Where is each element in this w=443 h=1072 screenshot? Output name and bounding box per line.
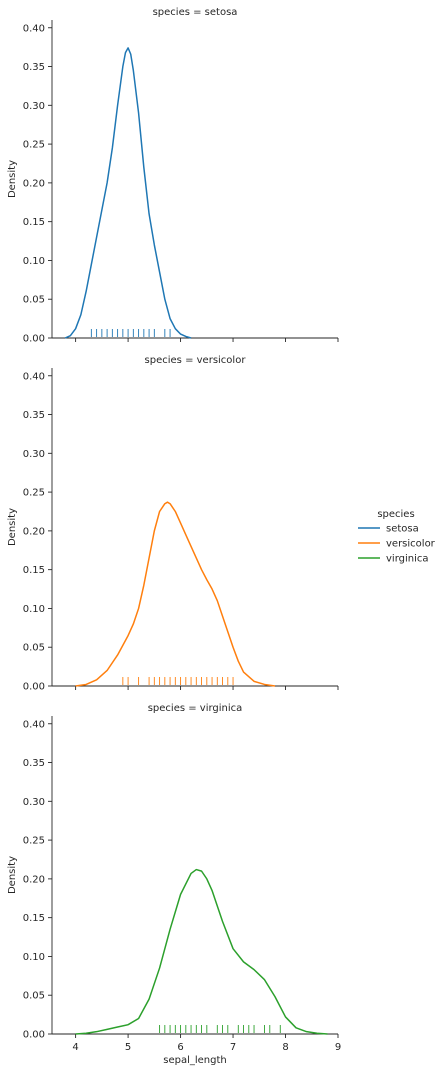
legend-item-setosa: setosa bbox=[358, 524, 419, 535]
y-tick-label: 0.40 bbox=[23, 23, 45, 34]
legend-label: versicolor bbox=[386, 539, 436, 550]
facet-panel-setosa: species = setosa 0.00 0.05 0.10 0.15 0.20 0.25… bbox=[7, 7, 338, 345]
y-tick-label: 0.20 bbox=[23, 178, 45, 189]
y-tick-label: 0.40 bbox=[23, 371, 45, 382]
y-tick-label: 0.25 bbox=[23, 488, 45, 499]
legend-label: setosa bbox=[386, 524, 419, 535]
facet-title: species = versicolor bbox=[145, 355, 247, 366]
x-tick-label: 4 bbox=[72, 1042, 78, 1053]
y-tick-label: 0.00 bbox=[23, 1030, 45, 1041]
y-tick-label: 0.15 bbox=[23, 217, 45, 228]
legend-item-versicolor: versicolor bbox=[358, 539, 436, 550]
y-tick-label: 0.30 bbox=[23, 101, 45, 112]
y-axis-label: Density bbox=[7, 160, 18, 198]
y-tick-label: 0.25 bbox=[23, 140, 45, 151]
legend-label: virginica bbox=[386, 554, 429, 565]
x-tick-label: 9 bbox=[335, 1042, 341, 1053]
x-tick-label: 5 bbox=[125, 1042, 131, 1053]
kde-line-versicolor bbox=[76, 502, 275, 686]
y-tick-label: 0.00 bbox=[23, 682, 45, 693]
y-tick-label: 0.20 bbox=[23, 874, 45, 885]
facet-title: species = setosa bbox=[153, 7, 238, 18]
legend-item-virginica: virginica bbox=[358, 554, 429, 565]
facet-panel-versicolor: species = versicolor 0.00 0.05 0.10 0.15 0.20… bbox=[7, 355, 338, 693]
y-tick-label: 0.15 bbox=[23, 913, 45, 924]
y-tick-label: 0.35 bbox=[23, 62, 45, 73]
x-tick-label: 6 bbox=[177, 1042, 183, 1053]
y-tick-label: 0.10 bbox=[23, 604, 45, 615]
y-tick-label: 0.20 bbox=[23, 526, 45, 537]
facet-panels: species = setosa 0.00 0.05 0.10 0.15 0.20 0.25… bbox=[7, 7, 341, 1053]
y-tick-label: 0.05 bbox=[23, 991, 45, 1002]
x-tick-label: 7 bbox=[230, 1042, 236, 1053]
y-tick-label: 0.40 bbox=[23, 719, 45, 730]
x-tick-label: 8 bbox=[282, 1042, 288, 1053]
facet-panel-virginica: species = virginica 0.00 0.05 0.10 0.15 0.20 0… bbox=[7, 703, 341, 1053]
y-tick-label: 0.00 bbox=[23, 334, 45, 345]
facet-title: species = virginica bbox=[148, 703, 243, 714]
y-tick-label: 0.15 bbox=[23, 565, 45, 576]
x-axis-label: sepal_length bbox=[163, 1055, 227, 1066]
y-tick-label: 0.35 bbox=[23, 410, 45, 421]
y-axis-label: Density bbox=[7, 856, 18, 894]
y-tick-label: 0.10 bbox=[23, 952, 45, 963]
y-tick-label: 0.10 bbox=[23, 256, 45, 267]
legend: species setosa versicolor virginica bbox=[358, 509, 436, 565]
kde-line-setosa bbox=[65, 48, 191, 338]
y-axis-label: Density bbox=[7, 508, 18, 546]
y-tick-label: 0.25 bbox=[23, 836, 45, 847]
legend-title: species bbox=[377, 509, 414, 520]
y-tick-label: 0.05 bbox=[23, 295, 45, 306]
kde-line-virginica bbox=[76, 870, 328, 1034]
y-tick-label: 0.30 bbox=[23, 797, 45, 808]
y-tick-label: 0.35 bbox=[23, 758, 45, 769]
y-tick-label: 0.05 bbox=[23, 643, 45, 654]
y-tick-label: 0.30 bbox=[23, 449, 45, 460]
